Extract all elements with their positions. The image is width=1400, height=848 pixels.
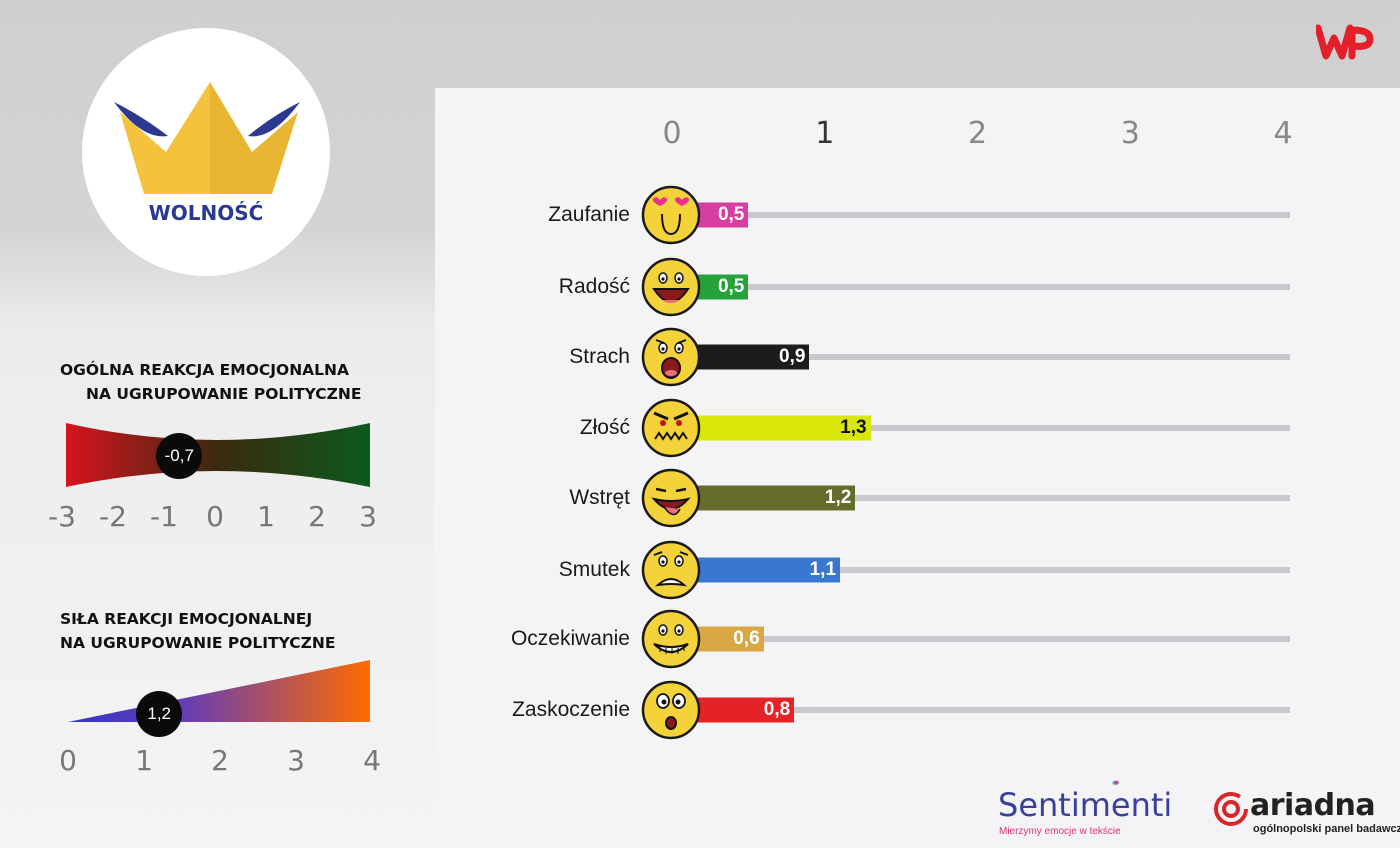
general-reaction-gauge <box>66 423 370 487</box>
disgusted-face-icon <box>641 468 701 528</box>
sentimenti-tagline: Mierzymy emocje w tekście <box>999 826 1121 837</box>
strength-tick-label: 3 <box>287 744 305 777</box>
sentimenti-name: Sentimenti <box>998 786 1173 824</box>
emotion-chart-panel <box>435 88 1400 848</box>
left-panel: WOLNOŚĆ OGÓLNA REAKCJA EMOCJONALNA NA UG… <box>0 0 430 848</box>
strength-tick-label: 1 <box>135 744 153 777</box>
bar <box>690 557 841 583</box>
strength-reaction-gauge <box>68 660 370 722</box>
general-heading-line2: NA UGRUPOWANIE POLITYCZNE <box>86 385 362 403</box>
bar <box>690 485 856 511</box>
bar-value-label: 0,5 <box>717 276 745 297</box>
angry-face-icon <box>641 398 701 458</box>
bar-value-label: 1,1 <box>809 559 837 580</box>
bar-track <box>690 495 1290 501</box>
wp-logo-icon <box>1316 24 1374 60</box>
bar-track <box>690 567 1290 573</box>
bar-value-label: 1,2 <box>824 487 852 508</box>
general-tick-label: 2 <box>308 500 326 533</box>
general-heading-line1: OGÓLNA REAKCJA EMOCJONALNA <box>60 361 350 379</box>
category-label: Oczekiwanie <box>510 627 630 650</box>
crown-icon <box>114 82 300 194</box>
bar-value-label: 0,6 <box>733 628 760 649</box>
bar <box>690 626 764 652</box>
scared-face-icon <box>641 327 701 387</box>
category-label: Złość <box>579 416 630 439</box>
sad-face-icon <box>641 540 701 600</box>
strength-value-marker: 1,2 <box>136 691 183 737</box>
category-label: Wstręt <box>569 486 630 509</box>
x-axis-tick-label: 1 <box>815 116 835 151</box>
ariadna-name: ariadna <box>1250 788 1376 823</box>
bar-value-label: 0,5 <box>717 204 745 225</box>
category-label: Strach <box>569 345 630 368</box>
expectant-face-icon <box>641 609 701 669</box>
bar <box>690 344 810 370</box>
surprised-face-icon <box>641 680 701 740</box>
bar-value-label: 1,3 <box>840 417 867 438</box>
laughing-face-icon <box>641 257 701 317</box>
bar <box>690 415 871 441</box>
in-love-face-icon <box>641 185 701 245</box>
bar-value-label: 0,9 <box>779 346 806 367</box>
x-axis-tick-label: 3 <box>1120 116 1140 151</box>
category-label: Zaskoczenie <box>512 698 630 721</box>
category-label: Zaufanie <box>548 203 630 226</box>
strength-tick-label: 4 <box>363 744 381 777</box>
bar-track <box>690 354 1290 360</box>
general-tick-label: -1 <box>150 500 178 533</box>
x-axis-tick-label: 2 <box>967 116 988 151</box>
general-tick-label: 1 <box>257 500 275 533</box>
bar-track <box>690 707 1290 713</box>
bar-value-label: 0,8 <box>763 699 791 720</box>
category-label: Radość <box>558 275 630 298</box>
party-logo <box>82 28 330 276</box>
ariadna-tagline: ogólnopolski panel badawczy <box>1253 823 1400 835</box>
x-axis-tick-label: 0 <box>662 116 682 151</box>
general-tick-label: -3 <box>48 500 76 533</box>
strength-tick-label: 2 <box>211 744 229 777</box>
bar-track <box>690 212 1290 218</box>
strength-heading-line1: SIŁA REAKCJI EMOCJONALNEJ <box>60 610 313 628</box>
bar-track <box>690 425 1290 431</box>
category-label: Smutek <box>558 558 630 581</box>
strength-tick-label: 0 <box>59 744 77 777</box>
x-axis-tick-label: 4 <box>1273 116 1293 151</box>
bar-track <box>690 284 1290 290</box>
strength-heading-line2: NA UGRUPOWANIE POLITYCZNE <box>60 634 336 652</box>
general-tick-label: -2 <box>99 500 127 533</box>
bar <box>690 697 795 723</box>
general-value-marker: -0,7 <box>156 433 203 479</box>
ariadna-spiral-icon <box>1214 792 1248 826</box>
general-tick-label: 0 <box>206 500 224 533</box>
party-name: WOLNOŚĆ <box>148 201 264 225</box>
general-tick-label: 3 <box>359 500 377 533</box>
sentimenti-heads-icon <box>1112 780 1119 785</box>
bar-track <box>690 636 1290 642</box>
